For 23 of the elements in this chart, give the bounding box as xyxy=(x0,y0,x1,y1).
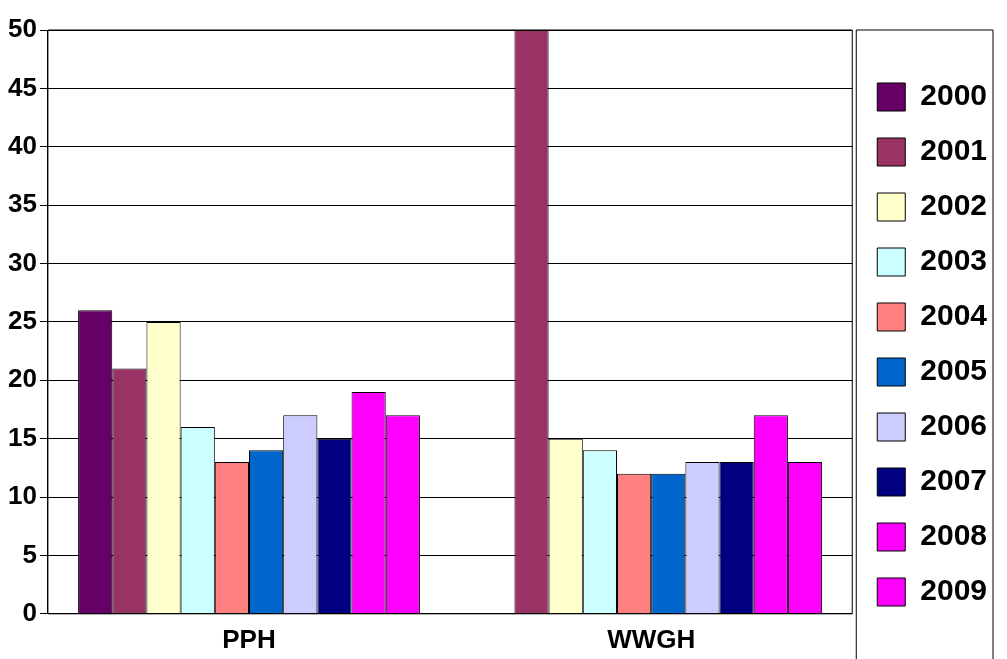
y-tick-label: 30 xyxy=(8,246,37,277)
y-tick-label: 40 xyxy=(8,129,37,160)
y-tick-label: 45 xyxy=(8,71,37,102)
legend-label: 2008 xyxy=(920,518,988,552)
y-tick-label: 50 xyxy=(8,13,37,44)
x-tick-label: PPH xyxy=(222,623,276,654)
legend-label: 2006 xyxy=(920,408,988,442)
legend-label: 2002 xyxy=(920,188,988,222)
y-tick-label: 0 xyxy=(22,596,37,627)
y-tick-label: 35 xyxy=(8,188,37,219)
legend-label: 2001 xyxy=(920,133,988,167)
legend-label: 2000 xyxy=(920,78,988,112)
y-tick-label: 5 xyxy=(22,538,37,569)
y-tick-label: 20 xyxy=(8,363,37,394)
legend-label: 2005 xyxy=(920,353,988,387)
legend-label: 2004 xyxy=(920,298,988,332)
y-tick-label: 25 xyxy=(8,305,37,336)
y-tick-label: 15 xyxy=(8,421,37,452)
x-tick-label: WWGH xyxy=(607,623,696,654)
legend-label: 2003 xyxy=(920,243,988,277)
y-tick-label: 10 xyxy=(8,480,37,511)
legend-label: 2009 xyxy=(920,573,988,607)
legend-label: 2007 xyxy=(920,463,988,497)
